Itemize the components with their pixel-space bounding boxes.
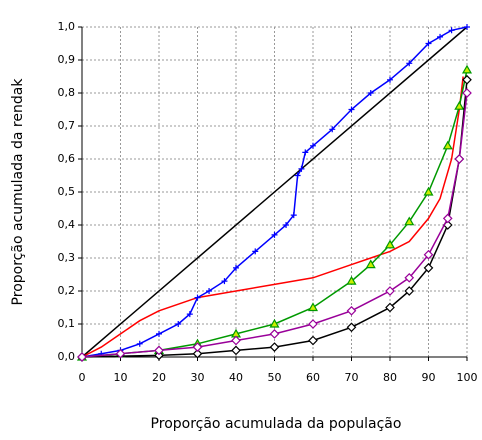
marker bbox=[454, 100, 465, 110]
y-tick-label: 0,7 bbox=[58, 119, 76, 132]
marker bbox=[404, 286, 415, 296]
marker bbox=[404, 216, 415, 226]
x-axis-title: Proporção acumulada da população bbox=[151, 416, 402, 432]
marker bbox=[461, 64, 473, 74]
marker bbox=[77, 352, 87, 362]
marker bbox=[252, 248, 259, 255]
marker bbox=[346, 305, 357, 316]
y-tick-label: 0,8 bbox=[58, 86, 76, 99]
marker bbox=[346, 322, 357, 333]
marker bbox=[442, 213, 453, 224]
marker bbox=[329, 126, 336, 133]
marker bbox=[206, 288, 213, 294]
x-tick-label: 40 bbox=[229, 371, 243, 384]
x-tick-label: 20 bbox=[152, 371, 166, 384]
marker bbox=[310, 142, 316, 149]
marker bbox=[298, 165, 305, 172]
x-tick-label: 70 bbox=[345, 371, 359, 384]
x-tick-label: 100 bbox=[457, 371, 478, 384]
marker bbox=[387, 76, 393, 83]
y-tick-label: 0,0 bbox=[58, 350, 76, 363]
marker bbox=[308, 319, 318, 329]
y-axis-title: Proporção acumulada da rendak bbox=[10, 78, 26, 306]
marker bbox=[462, 88, 472, 98]
marker bbox=[404, 272, 415, 283]
marker bbox=[294, 172, 301, 179]
marker bbox=[442, 140, 453, 150]
marker bbox=[115, 348, 126, 359]
x-tick-label: 90 bbox=[422, 371, 436, 384]
marker bbox=[346, 275, 357, 285]
y-tick-label: 0,6 bbox=[58, 152, 76, 165]
marker bbox=[437, 33, 444, 40]
marker bbox=[462, 74, 472, 85]
marker bbox=[283, 222, 290, 228]
y-tick-label: 0,3 bbox=[58, 251, 76, 264]
x-tick-label: 0 bbox=[79, 371, 86, 384]
marker bbox=[448, 27, 455, 34]
y-tick-label: 1,0 bbox=[58, 20, 76, 33]
marker bbox=[385, 302, 395, 313]
x-tick-label: 80 bbox=[383, 371, 397, 384]
series-line bbox=[81, 76, 464, 358]
marker bbox=[154, 350, 164, 361]
series-line bbox=[81, 26, 468, 358]
series-line bbox=[81, 92, 468, 358]
marker bbox=[385, 286, 395, 296]
marker bbox=[175, 321, 182, 327]
marker bbox=[454, 154, 465, 164]
marker bbox=[233, 264, 239, 271]
y-tick-label: 0,2 bbox=[58, 284, 76, 297]
x-tick-label: 30 bbox=[191, 371, 205, 384]
marker bbox=[192, 348, 203, 359]
y-tick-label: 0,9 bbox=[58, 53, 76, 66]
y-tick-label: 0,4 bbox=[58, 218, 76, 231]
x-tick-label: 60 bbox=[306, 371, 320, 384]
marker bbox=[192, 342, 203, 352]
marker bbox=[302, 149, 309, 156]
marker bbox=[231, 335, 241, 346]
x-tick-label: 50 bbox=[268, 371, 282, 384]
marker bbox=[308, 335, 318, 346]
marker bbox=[136, 340, 143, 347]
marker bbox=[348, 106, 355, 113]
marker bbox=[186, 311, 193, 318]
marker bbox=[271, 231, 278, 238]
series-line bbox=[81, 26, 468, 358]
marker bbox=[425, 40, 432, 47]
marker bbox=[269, 318, 280, 328]
marker bbox=[423, 186, 434, 196]
x-tick-label: 10 bbox=[114, 371, 128, 384]
marker bbox=[307, 302, 319, 312]
y-tick-label: 0,5 bbox=[58, 185, 76, 198]
marker bbox=[423, 249, 434, 260]
marker bbox=[464, 24, 470, 30]
marker bbox=[290, 212, 297, 219]
marker bbox=[406, 60, 413, 67]
marker bbox=[269, 342, 280, 352]
marker bbox=[154, 345, 164, 356]
marker bbox=[384, 239, 396, 249]
y-tick-label: 0,1 bbox=[58, 317, 76, 330]
marker bbox=[194, 294, 201, 301]
marker bbox=[269, 329, 280, 339]
marker bbox=[367, 90, 374, 96]
marker bbox=[231, 345, 241, 356]
marker bbox=[365, 259, 376, 269]
marker bbox=[156, 330, 162, 337]
marker bbox=[221, 278, 228, 285]
marker bbox=[423, 263, 434, 273]
